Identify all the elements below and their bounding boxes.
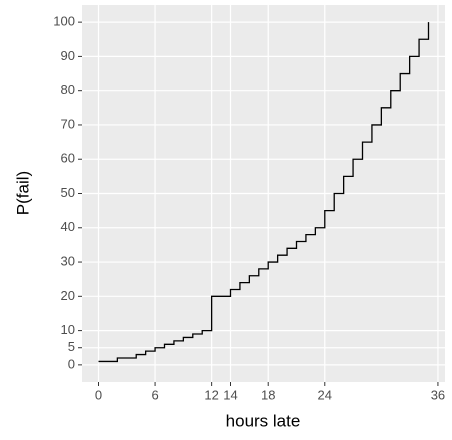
y-tick-label: 20 — [61, 288, 75, 303]
step-line — [98, 22, 430, 363]
y-tick-label: 100 — [53, 14, 75, 29]
y-tick-label: 5 — [68, 339, 75, 354]
y-axis-title: P(fail) — [13, 171, 32, 215]
x-axis-title: hours late — [226, 411, 301, 430]
y-tick-label: 60 — [61, 151, 75, 166]
x-tick-label: 36 — [431, 387, 445, 402]
x-tick-label: 12 — [204, 387, 218, 402]
y-tick-label: 40 — [61, 219, 75, 234]
y-tick-label: 30 — [61, 253, 75, 268]
y-tick-label: 80 — [61, 82, 75, 97]
y-tick-label: 50 — [61, 185, 75, 200]
x-tick-label: 14 — [223, 387, 237, 402]
x-tick-label: 24 — [318, 387, 332, 402]
y-tick-label: 0 — [68, 356, 75, 371]
x-tick-label: 18 — [261, 387, 275, 402]
y-tick-label: 10 — [61, 322, 75, 337]
x-tick-label: 6 — [151, 387, 158, 402]
y-tick-label: 70 — [61, 116, 75, 131]
y-tick-label: 90 — [61, 48, 75, 63]
x-tick-label: 0 — [95, 387, 102, 402]
